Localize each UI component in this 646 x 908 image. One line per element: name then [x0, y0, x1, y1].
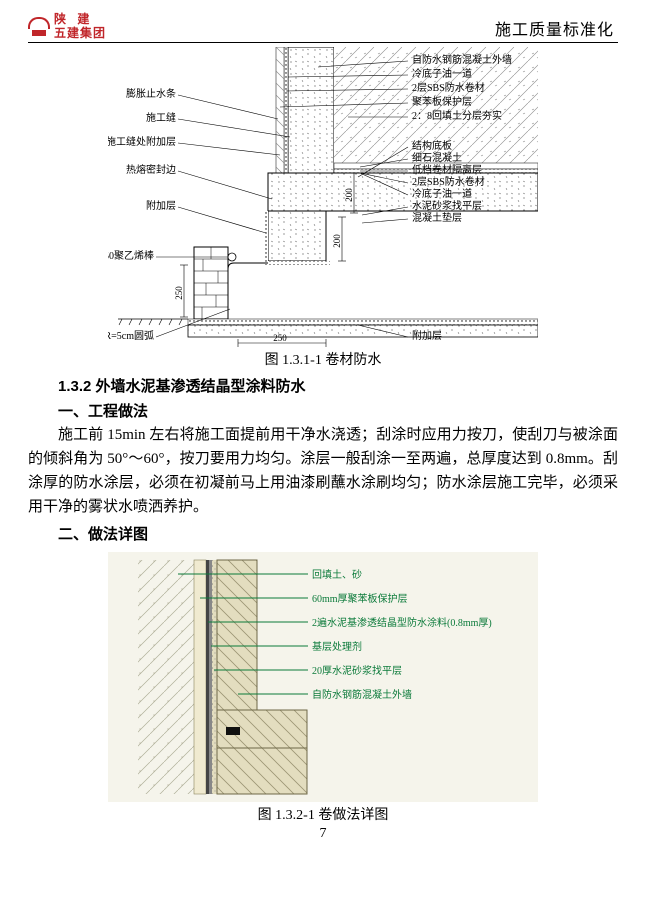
- fig1-label-r4: 聚苯板保护层: [412, 95, 472, 108]
- figure-2-diagram: 回填土、砂 60mm厚聚苯板保护层 2遍水泥基渗透结晶型防水涂料(0.8mm厚)…: [108, 552, 538, 802]
- fig2-label-g1: 回填土、砂: [312, 568, 362, 581]
- document-title: 施工质量标准化: [495, 16, 614, 40]
- figure-2: 回填土、砂 60mm厚聚苯板保护层 2遍水泥基渗透结晶型防水涂料(0.8mm厚)…: [28, 548, 618, 824]
- figure-1-caption: 图 1.3.1-1 卷材防水: [265, 349, 382, 369]
- fig1-dim-200a: 200: [332, 234, 342, 248]
- fig1-dim-250v: 250: [174, 286, 184, 300]
- page-number: 7: [28, 826, 618, 842]
- fig1-dim-250h: 250: [273, 333, 287, 343]
- fig1-label-r8: 低档卷材隔离层: [412, 163, 482, 176]
- figure-1-diagram: 膨胀止水条 施工缝 施工缝处附加层 热熔密封边 附加层 φ50聚乙烯棒 R=5c…: [108, 47, 538, 347]
- fig1-label-r3: 2层SBS防水卷材: [412, 81, 485, 94]
- fig1-label-l4: 热熔密封边: [126, 163, 176, 176]
- fig1-label-r6: 结构底板: [412, 139, 452, 152]
- fig1-label-r2: 冷底子油一道: [412, 67, 472, 80]
- fig2-label-g5: 20厚水泥砂浆找平层: [312, 664, 402, 677]
- fig1-label-r7: 细石混凝土: [412, 151, 462, 164]
- fig2-label-g3: 2遍水泥基渗透结晶型防水涂料(0.8mm厚): [312, 616, 492, 629]
- logo-icon: [28, 12, 50, 40]
- fig1-label-r5: 2：8回填土分层夯实: [412, 109, 502, 122]
- company-logo: 陕 建 五建集团: [28, 12, 106, 40]
- fig1-label-l2: 施工缝: [146, 111, 176, 124]
- subheading-2: 二、做法详图: [28, 523, 618, 544]
- fig1-label-r10: 冷底子油一道: [412, 187, 472, 200]
- figure-2-caption: 图 1.3.2-1 卷做法详图: [258, 804, 389, 824]
- fig1-label-r1: 自防水钢筋混凝土外墙: [412, 53, 512, 66]
- document-page: 陕 建 五建集团 施工质量标准化: [0, 0, 646, 908]
- fig1-label-l7: R=5cm圆弧: [108, 329, 154, 342]
- fig2-label-g6: 自防水钢筋混凝土外墙: [312, 688, 412, 701]
- fig2-label-g2: 60mm厚聚苯板保护层: [312, 592, 408, 605]
- fig1-label-r9: 2层SBS防水卷材: [412, 175, 485, 188]
- fig1-label-l3: 施工缝处附加层: [108, 135, 176, 148]
- body-paragraph: 施工前 15min 左右将施工面提前用干净水浇透；刮涂时应用力按刀，使刮刀与被涂…: [28, 423, 618, 519]
- fig1-label-r11: 水泥砂浆找平层: [412, 199, 482, 212]
- fig2-label-g4: 基层处理剂: [312, 640, 362, 653]
- fig1-label-l5: 附加层: [146, 199, 176, 212]
- fig1-label-r13: 附加层: [412, 329, 442, 342]
- logo-text: 陕 建 五建集团: [54, 12, 106, 40]
- logo-line1: 陕 建: [54, 12, 106, 26]
- logo-line2: 五建集团: [54, 26, 106, 40]
- fig1-label-l6: φ50聚乙烯棒: [108, 249, 154, 262]
- page-header: 陕 建 五建集团 施工质量标准化: [28, 12, 618, 43]
- fig1-label-r12: 混凝土垫层: [412, 211, 462, 224]
- fig1-label-l1: 膨胀止水条: [126, 87, 176, 100]
- figure-1: 膨胀止水条 施工缝 施工缝处附加层 热熔密封边 附加层 φ50聚乙烯棒 R=5c…: [28, 47, 618, 369]
- fig1-dim-200b: 200: [344, 188, 354, 202]
- subheading-1: 一、工程做法: [28, 400, 618, 421]
- section-heading: 1.3.2 外墙水泥基渗透结晶型涂料防水: [28, 375, 618, 396]
